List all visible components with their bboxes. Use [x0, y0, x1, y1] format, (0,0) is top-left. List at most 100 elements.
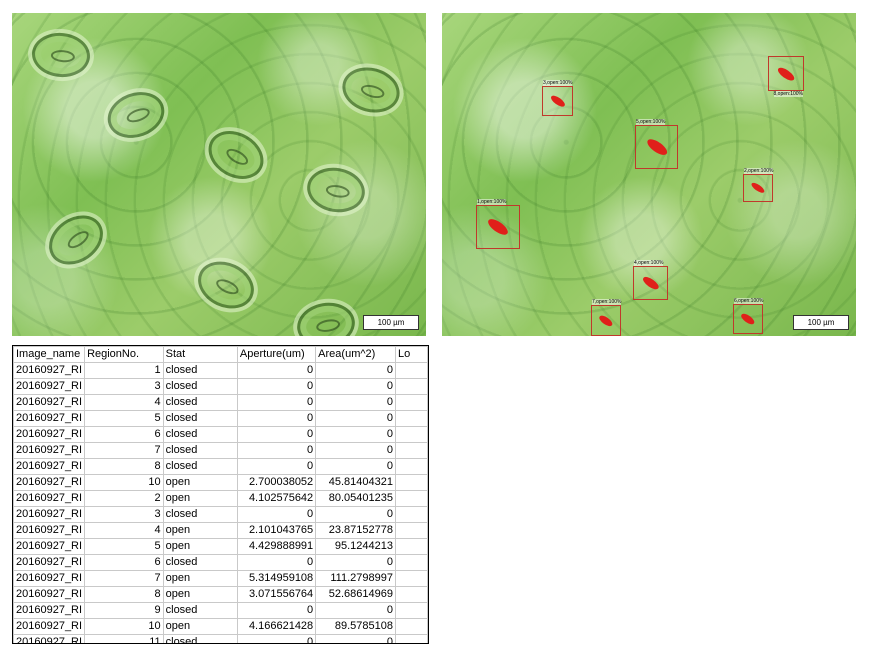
cell-area[interactable]: 0	[315, 458, 396, 475]
cell-aperture[interactable]: 0	[236, 410, 317, 427]
cell-aperture[interactable]: 0	[236, 426, 317, 443]
cell-area[interactable]: 0	[315, 378, 396, 395]
cell-region-no[interactable]: 6	[84, 554, 164, 571]
cell-stat[interactable]: open	[162, 538, 238, 555]
column-header-truncated[interactable]: Lo	[394, 346, 428, 363]
cell-stat[interactable]: open	[162, 474, 238, 491]
cell-image-name[interactable]: 20160927_RI	[13, 426, 86, 443]
cell-stat[interactable]: closed	[162, 362, 238, 379]
cell-aperture[interactable]: 0	[236, 554, 317, 571]
cell-empty[interactable]	[394, 474, 428, 491]
cell-empty[interactable]	[394, 362, 428, 379]
cell-image-name[interactable]: 20160927_RI	[13, 538, 86, 555]
cell-region-no[interactable]: 9	[84, 602, 164, 619]
cell-aperture[interactable]: 2.700038052	[236, 474, 317, 491]
cell-region-no[interactable]: 5	[84, 538, 164, 555]
cell-image-name[interactable]: 20160927_RI	[13, 634, 86, 643]
cell-region-no[interactable]: 2	[84, 490, 164, 507]
cell-area[interactable]: 0	[315, 602, 396, 619]
cell-area[interactable]: 0	[315, 442, 396, 459]
cell-empty[interactable]	[394, 410, 428, 427]
column-header-stat[interactable]: Stat	[162, 346, 238, 363]
cell-image-name[interactable]: 20160927_RI	[13, 554, 86, 571]
cell-empty[interactable]	[394, 522, 428, 539]
cell-aperture[interactable]: 0	[236, 362, 317, 379]
cell-aperture[interactable]: 0	[236, 378, 317, 395]
cell-image-name[interactable]: 20160927_RI	[13, 522, 86, 539]
cell-area[interactable]: 111.2798997	[315, 570, 396, 587]
cell-area[interactable]: 23.87152778	[315, 522, 396, 539]
cell-image-name[interactable]: 20160927_RI	[13, 570, 86, 587]
cell-stat[interactable]: closed	[162, 602, 238, 619]
cell-aperture[interactable]: 4.429888991	[236, 538, 317, 555]
cell-empty[interactable]	[394, 458, 428, 475]
cell-empty[interactable]	[394, 490, 428, 507]
cell-image-name[interactable]: 20160927_RI	[13, 394, 86, 411]
cell-stat[interactable]: closed	[162, 554, 238, 571]
cell-region-no[interactable]: 7	[84, 442, 164, 459]
column-header-aperture[interactable]: Aperture(um)	[236, 346, 317, 363]
cell-image-name[interactable]: 20160927_RI	[13, 458, 86, 475]
cell-aperture[interactable]: 0	[236, 506, 317, 523]
cell-area[interactable]: 95.1244213	[315, 538, 396, 555]
cell-area[interactable]: 0	[315, 394, 396, 411]
cell-aperture[interactable]: 0	[236, 458, 317, 475]
column-header-region-no[interactable]: RegionNo.	[84, 346, 164, 363]
cell-image-name[interactable]: 20160927_RI	[13, 474, 86, 491]
cell-stat[interactable]: closed	[162, 426, 238, 443]
cell-aperture[interactable]: 0	[236, 394, 317, 411]
cell-stat[interactable]: closed	[162, 506, 238, 523]
cell-image-name[interactable]: 20160927_RI	[13, 442, 86, 459]
cell-aperture[interactable]: 4.166621428	[236, 618, 317, 635]
cell-image-name[interactable]: 20160927_RI	[13, 378, 86, 395]
cell-stat[interactable]: open	[162, 618, 238, 635]
cell-region-no[interactable]: 3	[84, 378, 164, 395]
cell-aperture[interactable]: 4.102575642	[236, 490, 317, 507]
cell-area[interactable]: 0	[315, 554, 396, 571]
cell-stat[interactable]: closed	[162, 442, 238, 459]
cell-empty[interactable]	[394, 586, 428, 603]
cell-region-no[interactable]: 4	[84, 394, 164, 411]
cell-image-name[interactable]: 20160927_RI	[13, 490, 86, 507]
cell-empty[interactable]	[394, 618, 428, 635]
cell-stat[interactable]: open	[162, 570, 238, 587]
cell-image-name[interactable]: 20160927_RI	[13, 602, 86, 619]
cell-region-no[interactable]: 8	[84, 586, 164, 603]
column-header-image-name[interactable]: Image_name	[13, 346, 86, 363]
cell-empty[interactable]	[394, 602, 428, 619]
cell-aperture[interactable]: 0	[236, 634, 317, 643]
cell-area[interactable]: 89.5785108	[315, 618, 396, 635]
cell-area[interactable]: 0	[315, 410, 396, 427]
cell-area[interactable]: 0	[315, 506, 396, 523]
cell-image-name[interactable]: 20160927_RI	[13, 506, 86, 523]
cell-image-name[interactable]: 20160927_RI	[13, 618, 86, 635]
cell-area[interactable]: 0	[315, 426, 396, 443]
cell-region-no[interactable]: 1	[84, 362, 164, 379]
cell-region-no[interactable]: 8	[84, 458, 164, 475]
cell-stat[interactable]: closed	[162, 378, 238, 395]
cell-empty[interactable]	[394, 506, 428, 523]
cell-empty[interactable]	[394, 442, 428, 459]
cell-stat[interactable]: closed	[162, 394, 238, 411]
cell-region-no[interactable]: 3	[84, 506, 164, 523]
column-header-area[interactable]: Area(um^2)	[315, 346, 396, 363]
cell-empty[interactable]	[394, 378, 428, 395]
cell-region-no[interactable]: 7	[84, 570, 164, 587]
cell-area[interactable]: 0	[315, 362, 396, 379]
cell-empty[interactable]	[394, 538, 428, 555]
cell-image-name[interactable]: 20160927_RI	[13, 410, 86, 427]
cell-stat[interactable]: closed	[162, 410, 238, 427]
cell-stat[interactable]: closed	[162, 458, 238, 475]
cell-region-no[interactable]: 5	[84, 410, 164, 427]
cell-region-no[interactable]: 10	[84, 474, 164, 491]
cell-empty[interactable]	[394, 570, 428, 587]
cell-empty[interactable]	[394, 554, 428, 571]
cell-empty[interactable]	[394, 394, 428, 411]
cell-stat[interactable]: open	[162, 522, 238, 539]
cell-aperture[interactable]: 2.101043765	[236, 522, 317, 539]
cell-aperture[interactable]: 0	[236, 602, 317, 619]
cell-aperture[interactable]: 3.071556764	[236, 586, 317, 603]
cell-empty[interactable]	[394, 634, 428, 643]
cell-stat[interactable]: open	[162, 586, 238, 603]
cell-region-no[interactable]: 10	[84, 618, 164, 635]
